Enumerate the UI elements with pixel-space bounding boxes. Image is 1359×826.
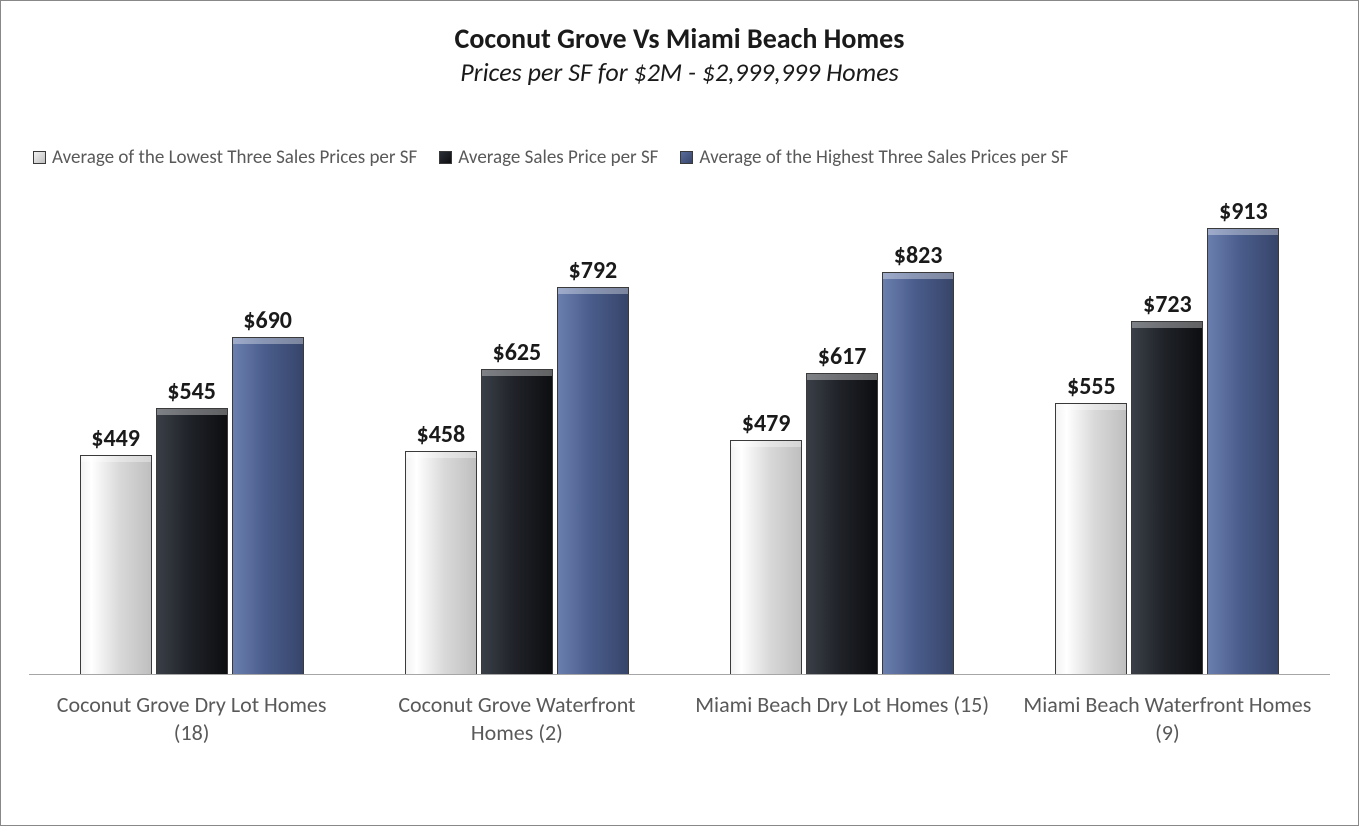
bar-value-label: $555 [1067,372,1116,401]
bar-wrap: $690 [232,306,304,675]
bar-value-label: $823 [894,241,943,270]
bar [232,337,304,675]
category-label: Miami Beach Dry Lot Homes (15) [692,691,992,746]
bar [481,369,553,675]
bar-wrap: $449 [80,424,152,675]
bar-wrap: $545 [156,377,228,675]
bar [156,408,228,675]
legend-item-lowest: Average of the Lowest Three Sales Prices… [33,146,417,169]
bar-wrap: $723 [1131,290,1203,675]
legend-item-average: Average Sales Price per SF [439,146,658,169]
bar-wrap: $823 [882,241,954,675]
bar-wrap: $617 [806,342,878,675]
bar-value-label: $449 [91,424,140,453]
category-label: Miami Beach Waterfront Homes (9) [1017,691,1317,746]
bar-value-label: $723 [1143,290,1192,319]
bar-value-label: $625 [493,338,542,367]
bar [1055,403,1127,675]
plot-area: $449 $545 $690 $458 $625 $792 $479 $617 $823 $555… [29,185,1330,675]
bar [730,440,802,675]
bar [557,287,629,675]
legend-swatch-highest [680,151,693,164]
bar-wrap: $792 [557,256,629,675]
legend-swatch-average [439,151,452,164]
bar [882,272,954,675]
chart-title: Coconut Grove Vs Miami Beach Homes [29,21,1330,56]
legend-label-average: Average Sales Price per SF [458,146,658,169]
chart-subtitle: Prices per SF for $2M - $2,999,999 Homes [29,56,1330,88]
bar-group: $555 $723 $913 [1055,197,1279,675]
x-axis-line [29,674,1330,675]
legend-item-highest: Average of the Highest Three Sales Price… [680,146,1068,169]
bar-value-label: $458 [417,420,466,449]
bar-wrap: $625 [481,338,553,675]
category-label: Coconut Grove Waterfront Homes (2) [367,691,667,746]
legend-label-lowest: Average of the Lowest Three Sales Prices… [52,146,417,169]
legend-swatch-lowest [33,151,46,164]
chart-frame: Coconut Grove Vs Miami Beach Homes Price… [0,0,1359,826]
legend: Average of the Lowest Three Sales Prices… [29,146,1330,169]
bar-wrap: $458 [405,420,477,675]
bar-value-label: $913 [1219,197,1268,226]
bar [806,373,878,675]
bar [80,455,152,675]
bar-value-label: $479 [742,409,791,438]
chart-titles: Coconut Grove Vs Miami Beach Homes Price… [29,21,1330,88]
category-labels: Coconut Grove Dry Lot Homes (18) Coconut … [29,691,1330,746]
bar-value-label: $792 [569,256,618,285]
bar-wrap: $913 [1207,197,1279,675]
bar-group: $479 $617 $823 [730,241,954,675]
bar-value-label: $690 [243,306,292,335]
bar-wrap: $479 [730,409,802,675]
bar [1207,228,1279,675]
category-label: Coconut Grove Dry Lot Homes (18) [42,691,342,746]
bar-value-label: $545 [167,377,216,406]
bar-wrap: $555 [1055,372,1127,675]
bar-value-label: $617 [818,342,867,371]
bar [1131,321,1203,675]
bar-group: $458 $625 $792 [405,256,629,675]
bar-group: $449 $545 $690 [80,306,304,675]
legend-label-highest: Average of the Highest Three Sales Price… [699,146,1068,169]
bar-groups: $449 $545 $690 $458 $625 $792 $479 $617 $823 $555… [29,185,1330,675]
bar [405,451,477,675]
